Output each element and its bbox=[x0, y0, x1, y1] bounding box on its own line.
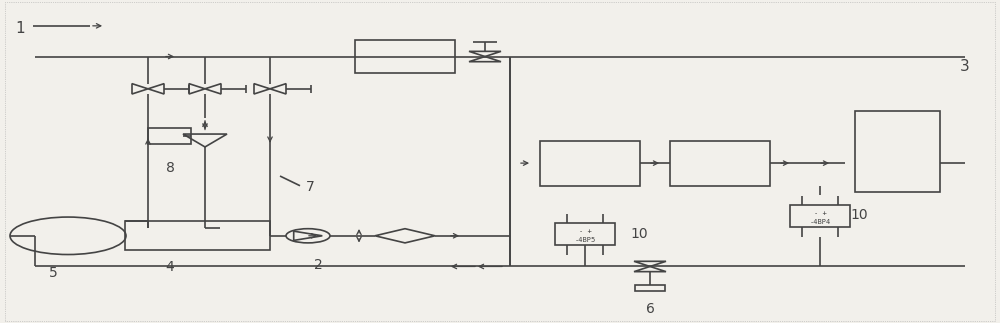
Text: -4BP4: -4BP4 bbox=[809, 219, 831, 225]
Bar bbox=[790, 205, 850, 227]
Text: 10: 10 bbox=[850, 208, 868, 222]
Bar bbox=[540, 141, 640, 186]
Text: 2: 2 bbox=[314, 258, 322, 272]
Text: - +: - + bbox=[579, 228, 591, 234]
Text: - +: - + bbox=[814, 210, 826, 216]
Text: 10: 10 bbox=[630, 227, 648, 241]
Bar bbox=[555, 223, 615, 245]
Text: -4BP5: -4BP5 bbox=[574, 237, 596, 243]
Bar bbox=[125, 221, 270, 250]
Bar bbox=[670, 141, 770, 186]
Text: 7: 7 bbox=[306, 180, 314, 194]
Bar bbox=[355, 40, 455, 73]
Text: 6: 6 bbox=[646, 302, 654, 316]
Text: 8: 8 bbox=[166, 162, 174, 175]
Text: 4: 4 bbox=[166, 260, 174, 274]
Text: 5: 5 bbox=[49, 266, 57, 280]
Text: 1: 1 bbox=[15, 21, 25, 36]
Bar bbox=[855, 111, 940, 192]
Bar bbox=[148, 128, 191, 144]
Text: 3: 3 bbox=[960, 59, 970, 74]
Bar bbox=[635, 285, 665, 291]
